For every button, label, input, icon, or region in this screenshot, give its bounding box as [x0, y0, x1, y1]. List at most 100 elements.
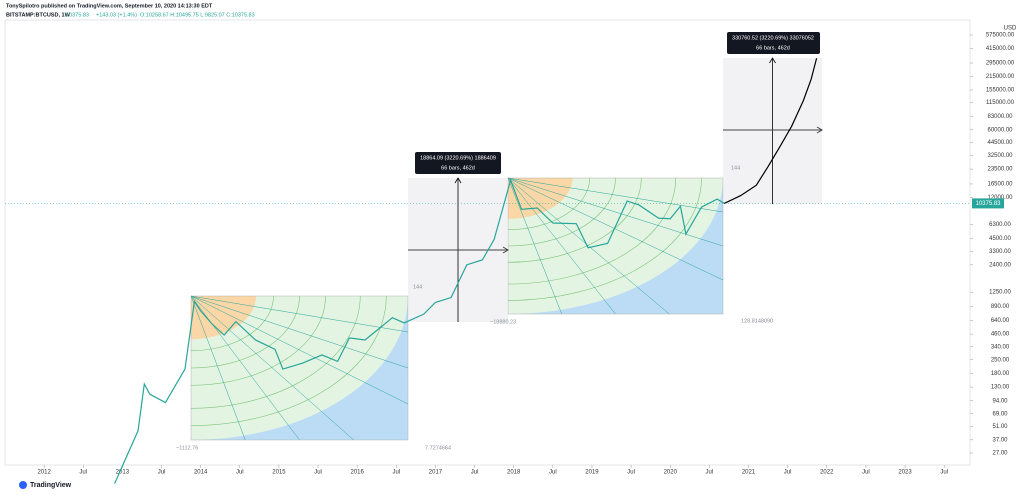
- x-tick-label: 2020: [664, 470, 678, 476]
- last-price: 10375.83: [66, 12, 89, 18]
- x-tick-label: Jul: [549, 470, 557, 476]
- price-line: [114, 178, 725, 484]
- symbol-line: BITSTAMP:BTCUSD, 1W: [6, 12, 71, 18]
- x-tick-label: 2012: [37, 470, 51, 476]
- y-tick-label: 32500.00: [987, 153, 1013, 159]
- y-tick-label: 415000.00: [986, 46, 1015, 52]
- fan-arc: [507, 177, 702, 301]
- author-line: TonySpilotro published on TradingView.co…: [6, 3, 213, 9]
- y-tick-label: 37.00: [992, 437, 1008, 443]
- y-tick-label: 250.00: [991, 357, 1010, 363]
- measure-label-box: [415, 152, 501, 174]
- x-tick-label: 2023: [898, 470, 912, 476]
- x-tick-label: Jul: [940, 470, 948, 476]
- arrow-head: [454, 177, 462, 184]
- x-tick-label: Jul: [392, 470, 400, 476]
- ohlc: O:10258.67 H:10495.75 L:9825.07 C:10375.…: [140, 12, 255, 18]
- y-tick-label: 575000.00: [986, 33, 1015, 39]
- fan-arc: [507, 177, 616, 247]
- fan-arc: [507, 177, 676, 285]
- last-price-label: 10375.83: [975, 201, 1001, 207]
- x-tick-label: Jul: [471, 470, 479, 476]
- annotation: 144: [731, 165, 740, 171]
- y-tick-label: 4500.00: [989, 236, 1011, 242]
- price-change: +143.03 (+1.4%): [96, 12, 137, 18]
- fan-ray: [507, 177, 670, 315]
- x-tick-label: Jul: [862, 470, 870, 476]
- x-tick-label: Jul: [784, 470, 792, 476]
- arrow-head: [816, 126, 823, 134]
- fan-arc: [507, 177, 590, 230]
- annotation: 330760.52 (3220.69%) 33076052: [732, 35, 814, 41]
- fan-arc: [190, 295, 387, 426]
- fan-arc: [190, 295, 361, 409]
- last-price-badge: [972, 198, 1004, 209]
- y-tick-label: 130.00: [991, 385, 1010, 391]
- y-tick-label: 295000.00: [986, 61, 1015, 67]
- y-tick-label: 44500.00: [987, 140, 1013, 146]
- arrow-head: [502, 246, 509, 254]
- y-tick-label: 23500.00: [987, 167, 1013, 173]
- price-line: [723, 58, 818, 204]
- fan-ray: [507, 177, 724, 247]
- x-tick-label: 2018: [507, 470, 521, 476]
- x-tick-label: 2021: [742, 470, 756, 476]
- x-tick-label: Jul: [158, 470, 166, 476]
- y-tick-label: 27.00: [992, 451, 1008, 457]
- y-tick-label: 640.00: [991, 318, 1010, 324]
- arrow-head: [769, 57, 776, 64]
- annotation: ~1112.76: [176, 445, 198, 451]
- x-tick-label: 2022: [820, 470, 834, 476]
- annotation: 66 bars, 462d: [441, 165, 475, 171]
- y-tick-label: 12000.00: [987, 195, 1013, 201]
- fan-orange: [191, 296, 257, 340]
- annotation: 144: [413, 284, 422, 290]
- fan-ray: [190, 295, 246, 441]
- fan-ray: [190, 295, 354, 441]
- fan-ray: [190, 295, 409, 405]
- y-tick-label: 460.00: [991, 332, 1010, 338]
- drawings: [190, 57, 823, 441]
- x-tick-label: Jul: [627, 470, 635, 476]
- annotation: 18864.09 (3220.69%) 1886409: [420, 155, 496, 161]
- y-tick-label: 94.00: [992, 398, 1008, 404]
- y-tick-label: 890.00: [991, 304, 1010, 310]
- x-tick-label: Jul: [79, 470, 87, 476]
- y-tick-label: 215000.00: [986, 74, 1015, 80]
- annotation: 7.7274664: [425, 445, 451, 451]
- brand-logo: [19, 481, 27, 489]
- x-tick-label: 2013: [116, 470, 130, 476]
- y-tick-label: 1250.00: [989, 290, 1011, 296]
- y-tick-label: 51.00: [992, 424, 1008, 430]
- x-tick-label: 2019: [585, 470, 599, 476]
- measure-label-box: [727, 32, 820, 54]
- y-tick-label: 60000.00: [987, 127, 1013, 133]
- x-tick-label: Jul: [706, 470, 714, 476]
- fan-ray: [507, 177, 562, 315]
- brand: TradingView: [30, 482, 72, 489]
- x-tick-label: 2016: [351, 470, 365, 476]
- y-tick-label: 16500.00: [987, 182, 1013, 188]
- x-tick-label: 2015: [272, 470, 286, 476]
- fan-arc: [507, 177, 642, 263]
- fan-ray: [507, 177, 724, 281]
- y-tick-label: 6300.00: [989, 222, 1011, 228]
- annotation: 128.8148090: [741, 318, 773, 324]
- y-tick-label: 340.00: [991, 344, 1010, 350]
- y-unit: USD: [1004, 26, 1017, 32]
- fan-ray: [507, 177, 616, 315]
- fan-ray: [190, 295, 409, 333]
- y-tick-label: 155000.00: [986, 88, 1015, 94]
- annotation: 66 bars, 462d: [756, 45, 790, 51]
- fan-arc: [190, 295, 326, 386]
- x-tick-label: 2014: [194, 470, 208, 476]
- fan-blue: [508, 178, 723, 314]
- y-tick-label: 2400.00: [989, 262, 1011, 268]
- y-tick-label: 69.00: [992, 411, 1008, 417]
- fan-ray: [507, 177, 724, 213]
- y-tick-label: 180.00: [991, 371, 1010, 377]
- y-tick-label: 115000.00: [986, 100, 1015, 106]
- x-tick-label: Jul: [314, 470, 322, 476]
- x-tick-label: Jul: [236, 470, 244, 476]
